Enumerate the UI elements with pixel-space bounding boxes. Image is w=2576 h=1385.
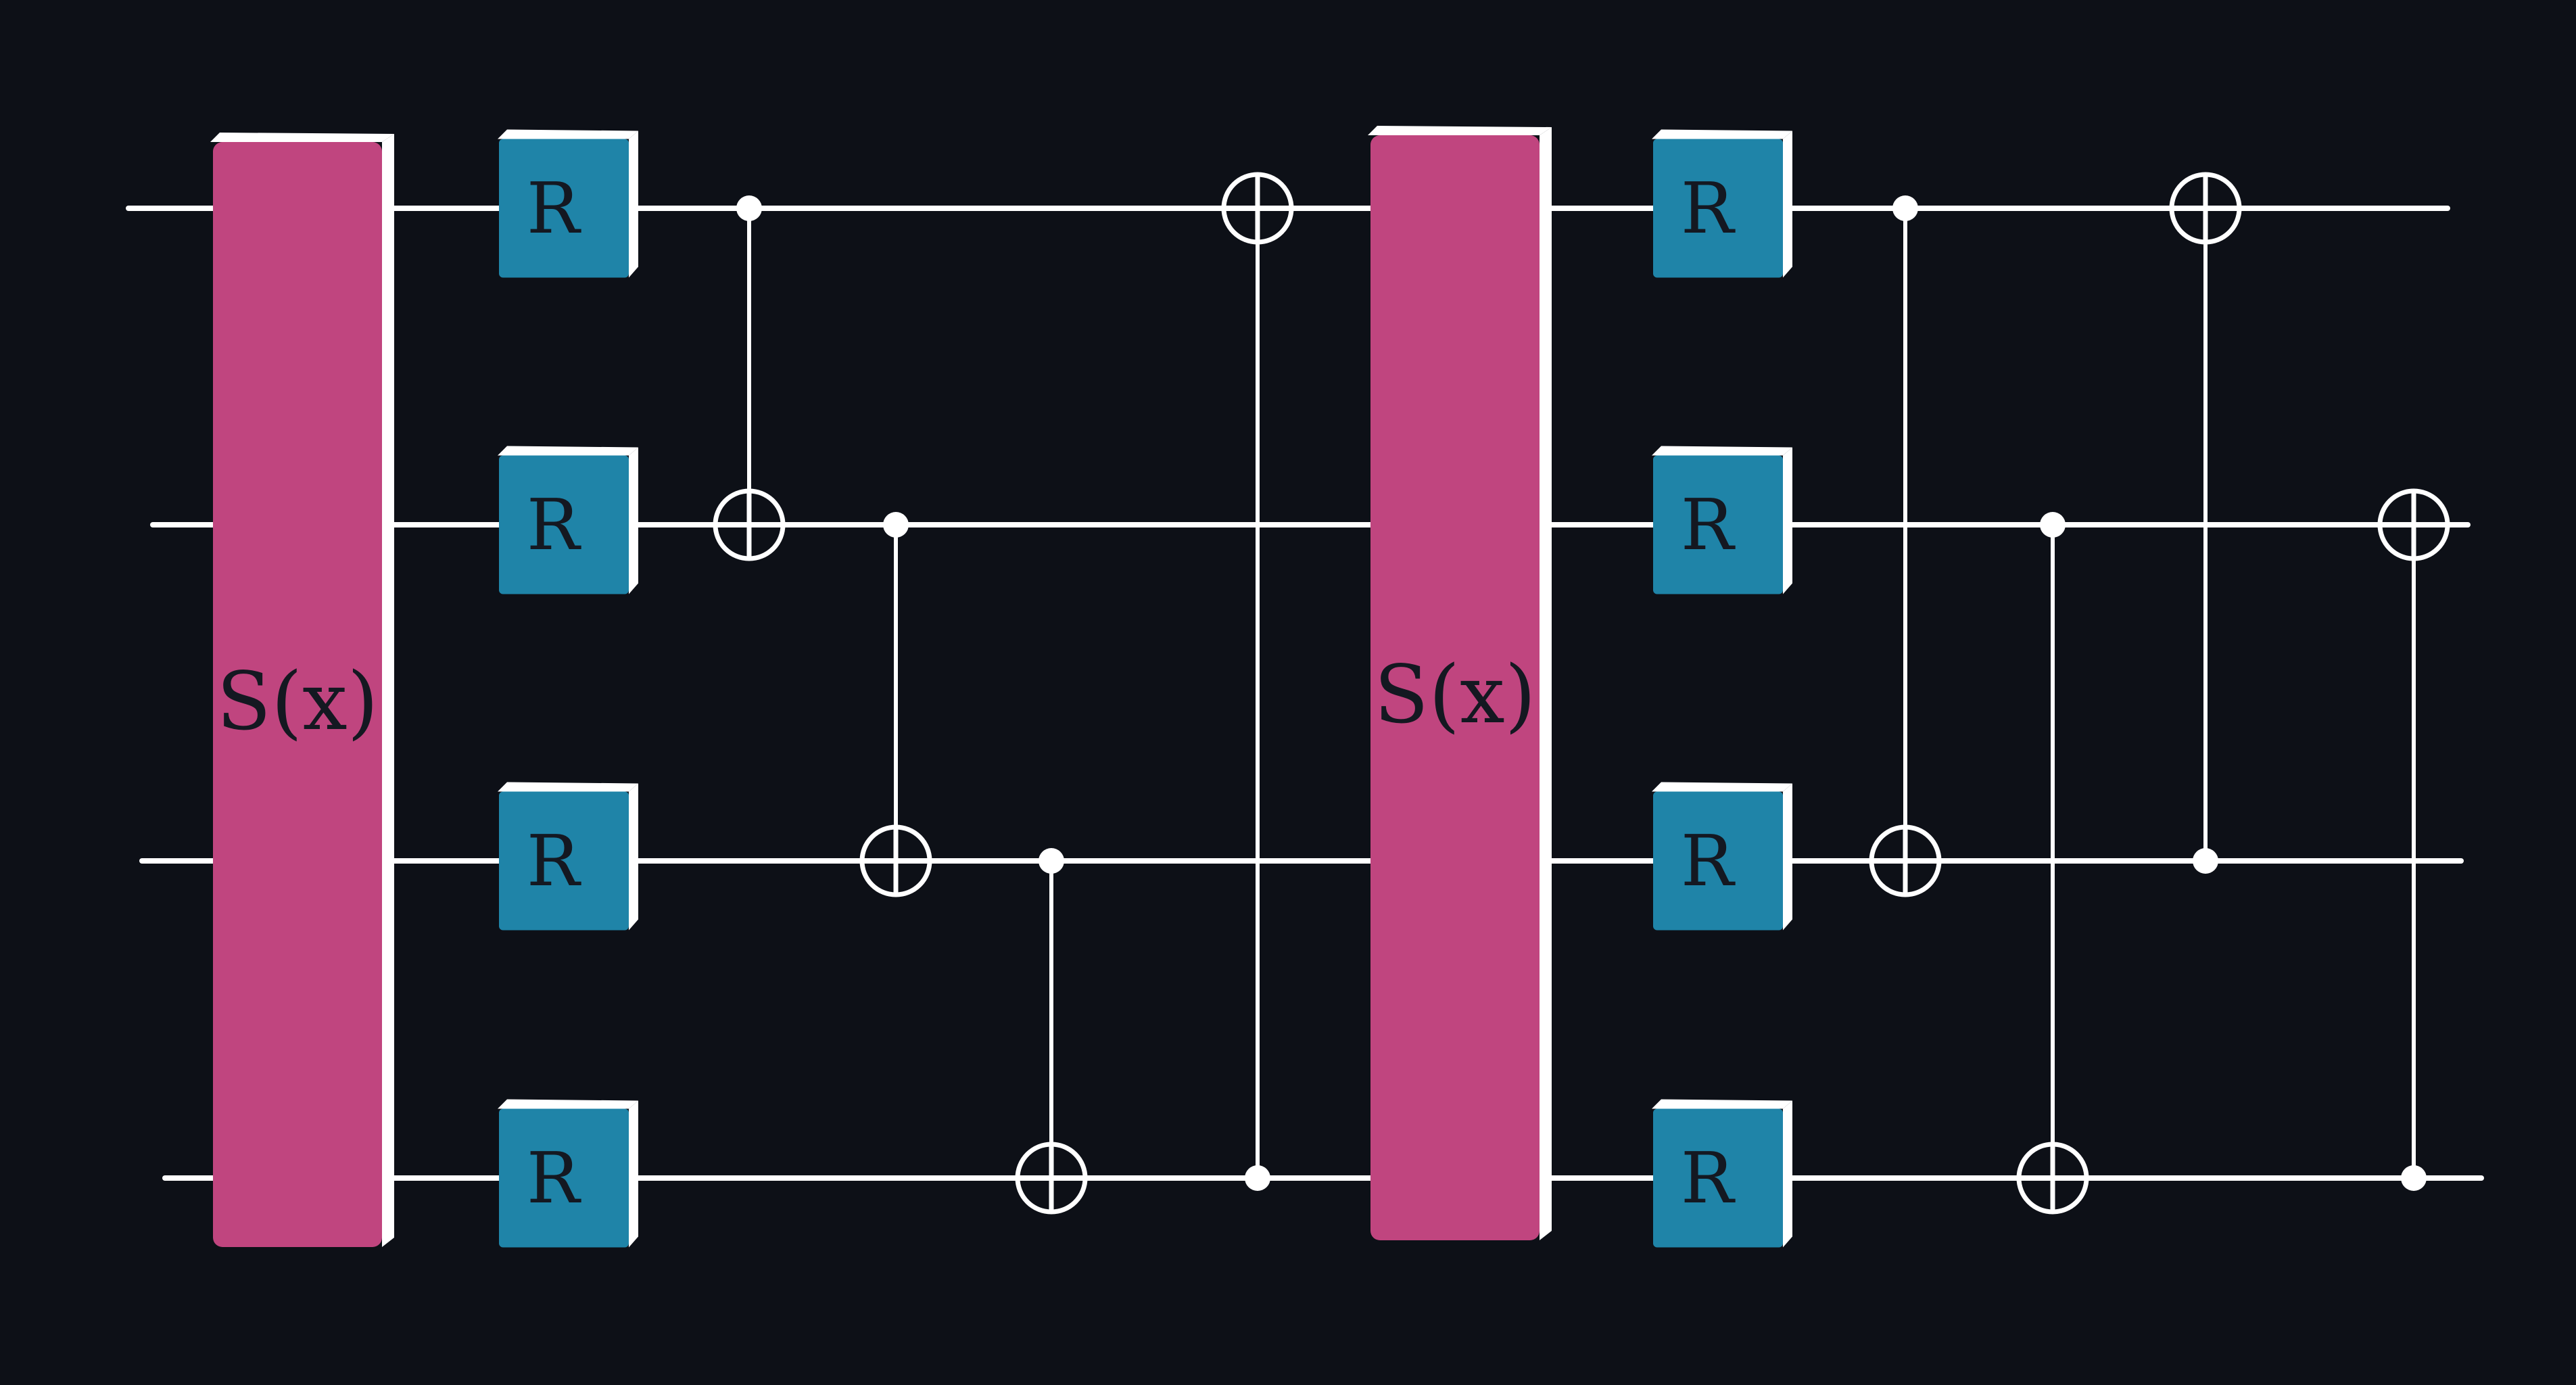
rotation-gate-label: R [527, 1137, 581, 1219]
encoding-gate-side [1540, 127, 1552, 1240]
rotation-gate-label: R [527, 484, 581, 566]
rotation-gate-top [498, 446, 638, 456]
rotation-gate: R [1652, 446, 1792, 594]
rotation-gate-side [629, 1100, 638, 1248]
rotation-gate-top [498, 1099, 638, 1109]
rotation-gate-side [629, 131, 638, 278]
rotation-gate-body [499, 1108, 629, 1248]
cnot-control-dot [2193, 848, 2218, 874]
rotation-gate-side [629, 783, 638, 931]
cnot-control-dot [2401, 1165, 2427, 1191]
rotation-gate: R [1652, 1099, 1792, 1248]
cnot-control-dot [736, 195, 762, 221]
rotation-gate-side [629, 447, 638, 594]
encoding-gate-side [382, 134, 394, 1247]
rotation-gate-label: R [1681, 167, 1736, 250]
rotation-gate-label: R [1681, 820, 1736, 902]
cnot-gates [713, 172, 2450, 1215]
cnot-gate [2016, 512, 2089, 1215]
cnot-control-dot [2040, 512, 2066, 538]
cnot-gate [1869, 195, 1942, 897]
rotation-gate-body [1653, 455, 1783, 594]
rotation-gate: R [498, 446, 638, 594]
rotation-gate-label: R [527, 167, 581, 250]
rotation-gate-side [1783, 783, 1792, 931]
rotation-gate-top [1652, 782, 1792, 792]
encoding-gate: S(x) [210, 133, 394, 1247]
rotation-gate: R [498, 129, 638, 278]
rotation-gate-label: R [527, 820, 581, 902]
rotation-gate-side [1783, 447, 1792, 594]
cnot-gate [2377, 488, 2450, 1191]
rotation-gate-top [498, 782, 638, 792]
encoding-gate-top [210, 133, 394, 142]
rotation-gate-body [499, 139, 629, 278]
cnot-gate [859, 512, 932, 897]
cnot-control-dot [1245, 1165, 1270, 1191]
cnot-gate [1015, 848, 1088, 1215]
cnot-gate [2169, 172, 2242, 874]
rotation-gate-body [1653, 1108, 1783, 1248]
rotation-gate-body [499, 791, 629, 931]
cnot-gate [713, 195, 786, 561]
rotation-gate-top [1652, 129, 1792, 139]
encoding-gate-body [213, 142, 382, 1247]
encoding-gate: S(x) [1368, 126, 1552, 1240]
rotation-gate-body [1653, 139, 1783, 278]
cnot-gate [1221, 172, 1294, 1191]
encoding-gate-label: S(x) [1374, 648, 1535, 741]
gate-blocks: S(x) R R R R S(x) R R R R [210, 126, 1792, 1248]
encoding-gate-top [1368, 126, 1552, 135]
rotation-gate-side [1783, 1100, 1792, 1248]
encoding-gate-label: S(x) [216, 655, 378, 748]
cnot-control-dot [1039, 848, 1064, 874]
rotation-gate-label: R [1681, 484, 1736, 566]
rotation-gate-top [1652, 446, 1792, 456]
rotation-gate: R [498, 1099, 638, 1248]
rotation-gate-top [1652, 1099, 1792, 1109]
rotation-gate: R [498, 782, 638, 931]
rotation-gate: R [1652, 129, 1792, 278]
cnot-control-dot [883, 512, 909, 538]
rotation-gate-body [499, 455, 629, 594]
rotation-gate-body [1653, 791, 1783, 931]
rotation-gate-top [498, 129, 638, 139]
rotation-gate-label: R [1681, 1137, 1736, 1219]
cnot-control-dot [1892, 195, 1918, 221]
encoding-gate-body [1370, 135, 1540, 1240]
rotation-gate: R [1652, 782, 1792, 931]
rotation-gate-side [1783, 131, 1792, 278]
